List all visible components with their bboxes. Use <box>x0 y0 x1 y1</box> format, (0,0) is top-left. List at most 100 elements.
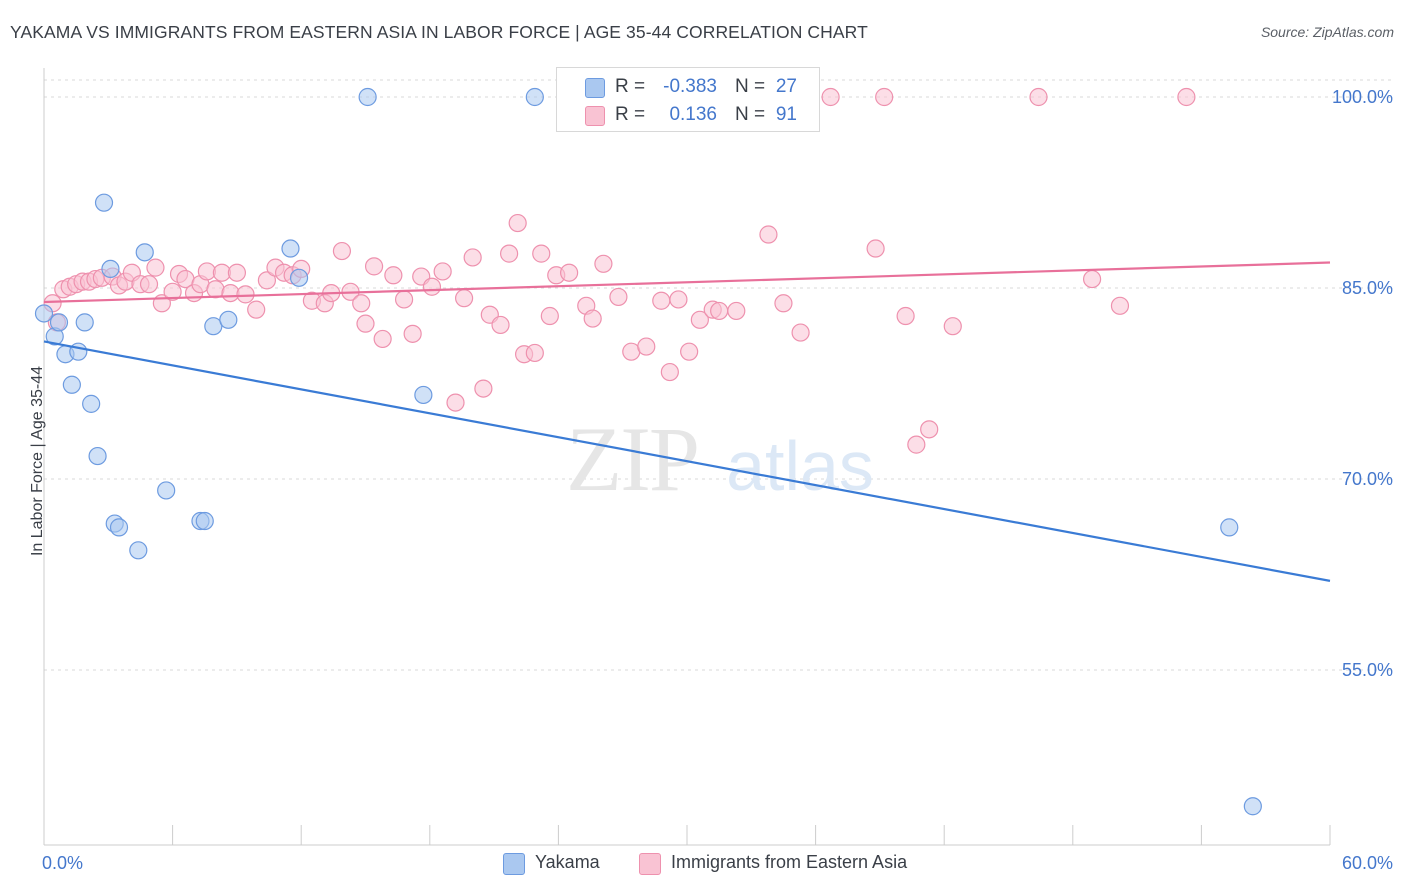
series-legend: Yakama Immigrants from Eastern Asia <box>0 852 1406 878</box>
r-label: R = <box>615 76 646 97</box>
asia-point-23 <box>206 280 225 299</box>
y-tick-label-3: 100.0% <box>1332 87 1393 107</box>
x-tick-label-1: 60.0% <box>1342 853 1393 873</box>
n-value: 27 <box>775 76 797 97</box>
asia-point-29 <box>257 271 277 290</box>
stats-row-asia: R = 0.136 N = 91 <box>557 102 819 130</box>
yakama-point-10 <box>101 259 120 278</box>
stats-row-yakama: R = -0.383 N = 27 <box>557 74 819 102</box>
asia-point-89 <box>1110 296 1130 315</box>
asia-point-84 <box>907 435 926 454</box>
asia-point-70 <box>660 362 679 382</box>
n-label: N = <box>735 104 766 125</box>
r-value: -0.383 <box>663 76 717 97</box>
asia-point-26 <box>227 263 246 282</box>
n-value: 91 <box>775 104 797 125</box>
series-immigrants-from-eastern-asia <box>43 87 1196 454</box>
yakama-point-19 <box>219 310 238 329</box>
asia-point-75 <box>710 301 729 321</box>
asia-point-49 <box>446 393 465 412</box>
yakama-point-24 <box>525 87 544 107</box>
asia-point-83 <box>896 306 915 326</box>
asia-point-43 <box>384 266 403 285</box>
asia-point-69 <box>652 291 671 310</box>
yakama-point-26 <box>1243 797 1262 816</box>
yakama-point-6 <box>75 313 94 332</box>
tick-labels: 55.0% 70.0% 85.0% 100.0% 0.0% 60.0% <box>42 87 1393 873</box>
y-axis-label: In Labor Force | Age 35-44 <box>29 365 46 557</box>
yakama-point-2 <box>49 313 69 332</box>
yakama-point-9 <box>94 193 114 212</box>
y-tick-label-0: 55.0% <box>1342 660 1393 680</box>
asia-swatch <box>585 106 605 126</box>
asia-point-50 <box>454 289 474 308</box>
r-label: R = <box>615 104 646 125</box>
asia-point-77 <box>759 225 778 244</box>
yakama-point-15 <box>157 481 176 500</box>
trend-line-yakama <box>43 340 1331 582</box>
asia-point-85 <box>920 420 939 439</box>
asia-point-44 <box>394 290 414 309</box>
asia-point-54 <box>491 315 510 335</box>
yakama-point-25 <box>1220 518 1239 537</box>
asia-point-78 <box>774 294 793 313</box>
yakama-point-0 <box>34 304 54 323</box>
trend-lines <box>43 261 1331 582</box>
asia-point-22 <box>197 262 216 281</box>
asia-point-39 <box>352 294 371 313</box>
yakama-point-8 <box>88 446 107 466</box>
asia-point-87 <box>1029 87 1048 107</box>
asia-point-47 <box>422 277 442 296</box>
yakama-legend-swatch <box>503 853 525 875</box>
asia-point-25 <box>221 283 240 303</box>
asia-point-28 <box>247 300 266 319</box>
asia-point-59 <box>532 244 551 263</box>
legend-label-yakama: Yakama <box>535 852 600 872</box>
asia-point-48 <box>433 262 452 281</box>
y-tick-label-2: 85.0% <box>1342 278 1393 298</box>
yakama-point-12 <box>109 518 129 537</box>
asia-point-82 <box>866 239 885 258</box>
asia-point-71 <box>669 290 688 309</box>
x-tick-label-0: 0.0% <box>42 853 83 873</box>
asia-point-68 <box>637 337 656 356</box>
yakama-point-7 <box>82 394 101 413</box>
yakama-point-17 <box>195 511 214 531</box>
yakama-point-4 <box>62 375 81 394</box>
yakama-point-20 <box>281 239 300 258</box>
r-value: 0.136 <box>669 104 717 125</box>
asia-point-60 <box>540 306 559 326</box>
asia-point-76 <box>727 301 746 321</box>
asia-point-66 <box>609 287 628 307</box>
n-label: N = <box>735 76 766 97</box>
yakama-point-13 <box>129 541 148 560</box>
yakama-swatch <box>585 78 605 98</box>
asia-point-45 <box>403 324 422 343</box>
yakama-point-18 <box>204 317 223 336</box>
asia-point-81 <box>875 87 894 107</box>
asia-point-88 <box>1082 269 1102 289</box>
source-label: Source: ZipAtlas.com <box>1260 24 1394 40</box>
yakama-point-21 <box>289 268 309 287</box>
asia-point-15 <box>146 258 165 277</box>
asia-point-56 <box>508 213 527 233</box>
asia-point-37 <box>332 241 352 261</box>
asia-point-90 <box>1177 87 1196 107</box>
asia-point-41 <box>364 257 384 276</box>
yakama-point-14 <box>135 243 154 262</box>
stats-legend: R = -0.383 N = 27 R = 0.136 N = 91 <box>556 67 820 132</box>
asia-point-14 <box>139 275 159 294</box>
asia-legend-swatch <box>639 853 661 875</box>
asia-point-72 <box>680 342 699 361</box>
asia-point-64 <box>583 309 602 328</box>
asia-point-27 <box>236 285 255 304</box>
yakama-point-23 <box>414 385 433 405</box>
asia-point-58 <box>525 343 544 363</box>
watermark-atlas: atlas <box>726 427 874 505</box>
asia-point-51 <box>463 248 482 267</box>
chart-title: YAKAMA VS IMMIGRANTS FROM EASTERN ASIA I… <box>10 22 868 42</box>
asia-point-73 <box>690 310 709 329</box>
trend-line-asia <box>43 261 1331 304</box>
asia-point-17 <box>163 282 182 301</box>
